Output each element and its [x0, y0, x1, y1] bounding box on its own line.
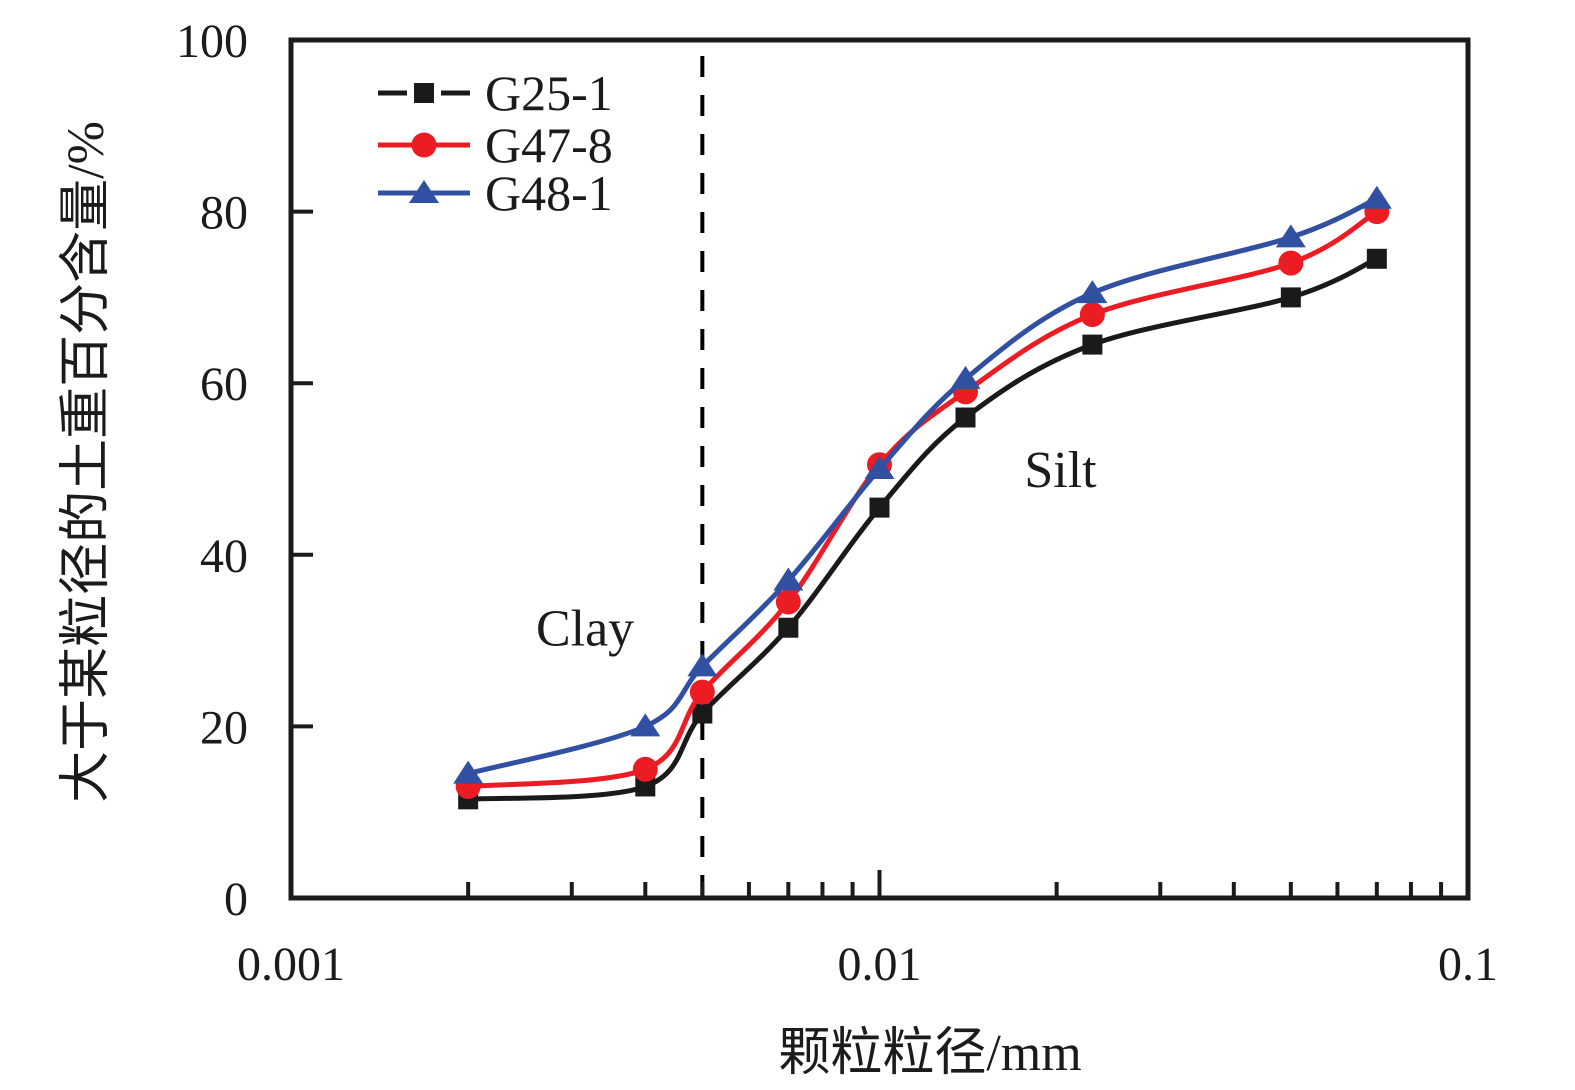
legend-label-G48-1: G48-1 — [485, 165, 613, 221]
annotation-silt: Silt — [1024, 442, 1097, 499]
y-tick-label: 0 — [224, 873, 248, 926]
series-G47-8-circle-marker — [775, 589, 801, 615]
series-G25-1-square-marker — [869, 497, 890, 518]
series-G48-1-triangle-marker — [864, 456, 895, 479]
legend-item-G48-1: G48-1 — [378, 165, 613, 221]
series-G25-1 — [458, 248, 1387, 810]
series-G47-8 — [455, 199, 1390, 799]
y-axis-title: 大于某粒径的土重百分含量/% — [58, 121, 115, 803]
series-G25-1-square-marker — [1366, 248, 1387, 269]
y-tick-label: 100 — [176, 15, 248, 68]
x-axis-ticks — [289, 870, 1470, 898]
series-G25-1-square-marker — [1082, 334, 1103, 355]
series-G47-8-circle-marker — [689, 679, 715, 705]
series-G25-1-square-marker — [692, 703, 713, 724]
series-G48-1-triangle-marker — [630, 713, 661, 737]
y-tick-label: 40 — [200, 530, 248, 583]
series-G48-1-triangle-marker — [773, 567, 804, 591]
series-G48-1 — [453, 185, 1392, 784]
series-G48-1-triangle-marker — [687, 653, 718, 677]
legend-label-G47-8: G47-8 — [485, 117, 613, 173]
y-tick-label: 20 — [200, 701, 248, 754]
legend-G25-1-square-marker — [414, 83, 434, 103]
series-G47-8-curve — [467, 209, 1379, 789]
series-G47-8-circle-marker — [1079, 302, 1105, 328]
y-tick-labels: 0 20 40 60 80 100 — [176, 15, 248, 926]
series-G48-1-triangle-marker — [950, 365, 981, 389]
x-tick-labels: 0.001 0.01 0.1 — [237, 938, 1498, 991]
y-axis-ticks — [291, 38, 313, 900]
series-G48-1-triangle-marker — [1361, 185, 1392, 209]
legend-G48-1-triangle-marker — [409, 180, 439, 203]
series-G25-1-square-marker — [1280, 287, 1301, 308]
annotation-clay: Clay — [536, 601, 634, 658]
series-G48-1-triangle-marker — [1275, 224, 1306, 248]
series-G48-1-curve — [467, 196, 1378, 777]
x-tick-label: 0.1 — [1438, 938, 1498, 991]
legend-item-G25-1: G25-1 — [378, 65, 613, 121]
series-G25-1-curve — [468, 256, 1378, 802]
legend-G47-8-circle-marker — [411, 132, 437, 158]
y-tick-label: 80 — [200, 187, 248, 240]
x-tick-label: 0.01 — [838, 938, 922, 991]
series-G47-8-circle-marker — [1278, 250, 1304, 276]
x-axis-title: 颗粒粒径/mm — [778, 1025, 1081, 1082]
x-tick-label: 0.001 — [237, 938, 345, 991]
series-G25-1-square-marker — [635, 776, 656, 797]
series-G25-1-square-marker — [955, 407, 976, 428]
series-G25-1-square-marker — [778, 617, 799, 638]
legend-item-G47-8: G47-8 — [378, 117, 613, 173]
y-tick-label: 60 — [200, 358, 248, 411]
legend-label-G25-1: G25-1 — [485, 65, 613, 121]
series-G48-1-triangle-marker — [1077, 280, 1108, 304]
series-G47-8-circle-marker — [632, 756, 658, 782]
series-G48-1-triangle-marker — [453, 760, 484, 784]
